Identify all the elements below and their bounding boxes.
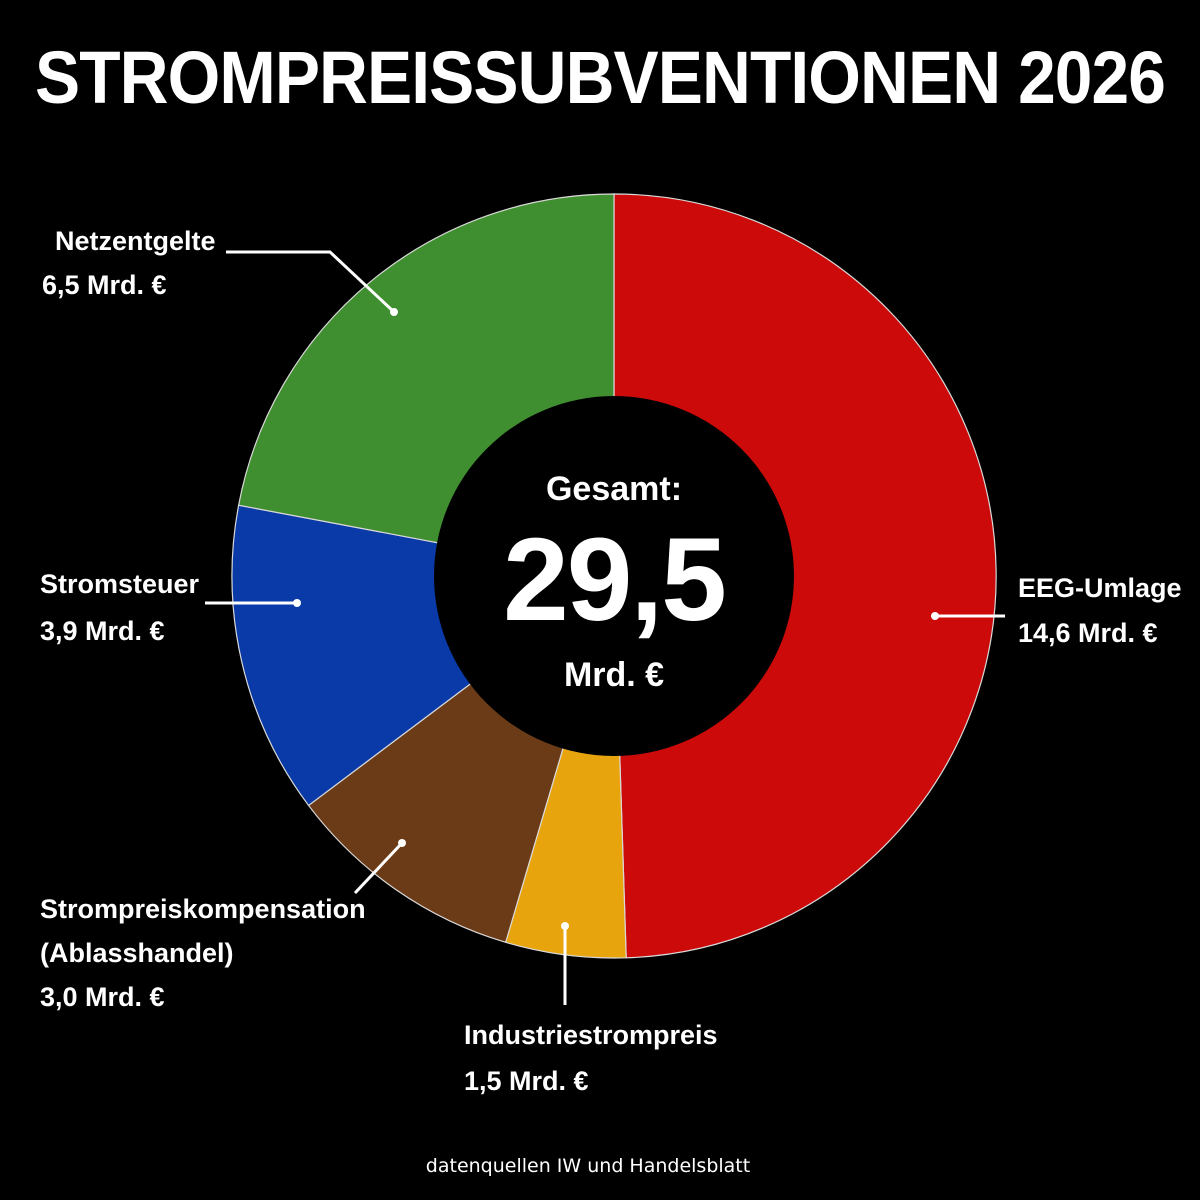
- donut-hole: [434, 396, 794, 756]
- label-eeg-value: 14,6 Mrd. €: [1018, 618, 1158, 648]
- label-netzentgelte-name: Netzentgelte: [55, 226, 216, 256]
- label-kompensation-sub: (Ablasshandel): [40, 938, 234, 968]
- chart-title: STROMPREISSUBVENTIONEN 2026: [35, 36, 1165, 119]
- label-stromsteuer-value: 3,9 Mrd. €: [40, 616, 165, 646]
- source-note: datenquellen IW und Handelsblatt: [426, 1155, 750, 1177]
- leader-line-netzentgelte: [226, 250, 396, 314]
- leader-dot-netzentgelte: [390, 308, 398, 316]
- label-stromsteuer-name: Stromsteuer: [40, 569, 200, 599]
- leader-dot-stromsteuer: [293, 599, 301, 607]
- slice-eeg-umlage: [613, 193, 997, 959]
- label-netzentgelte-value: 6,5 Mrd. €: [42, 270, 167, 300]
- label-kompensation-value: 3,0 Mrd. €: [40, 982, 165, 1012]
- label-eeg-name: EEG-Umlage: [1018, 573, 1182, 603]
- leader-line-kompensation: [353, 841, 404, 895]
- label-industrie-value: 1,5 Mrd. €: [464, 1066, 589, 1096]
- leader-dots: [293, 308, 939, 930]
- leader-lines: [205, 250, 1005, 1005]
- center-label: Gesamt:: [546, 470, 682, 508]
- label-kompensation-name: Strompreiskompensation: [40, 894, 366, 924]
- leader-dot-eeg: [931, 612, 939, 620]
- leader-dot-kompensation: [398, 839, 406, 847]
- center-unit: Mrd. €: [564, 656, 664, 694]
- center-value: 29,5: [503, 514, 725, 646]
- leader-dot-industrie: [561, 922, 569, 930]
- label-industrie-name: Industriestrompreis: [464, 1020, 718, 1050]
